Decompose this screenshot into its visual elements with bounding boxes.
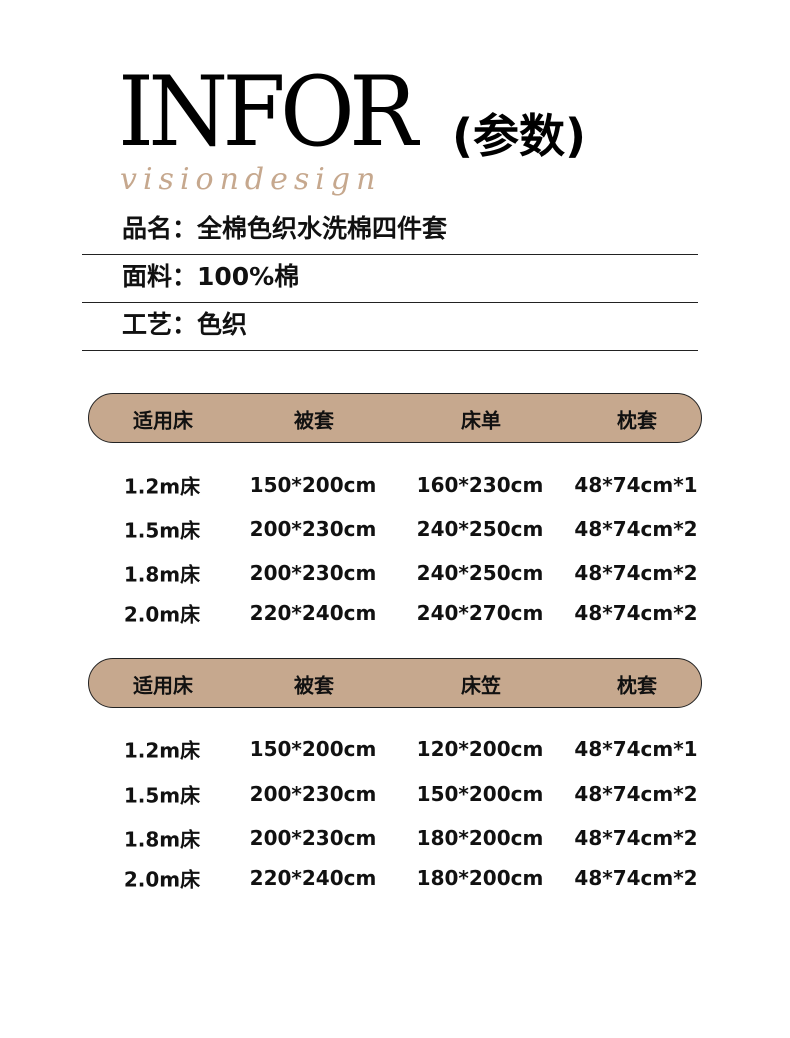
table-cell: 200*230cm: [249, 561, 377, 585]
table-cell: 240*250cm: [416, 517, 544, 541]
table-cell: 48*74cm*2: [574, 601, 698, 625]
table-cell: 1.5m床: [123, 783, 201, 808]
header-cell: 适用床: [133, 673, 193, 698]
table-cell: 120*200cm: [416, 737, 544, 761]
table-cell: 48*74cm*2: [574, 826, 698, 850]
title-cn: (参数): [452, 109, 587, 163]
table-cell: 2.0m床: [123, 867, 201, 892]
table-cell: 240*250cm: [416, 561, 544, 585]
table-cell: 220*240cm: [249, 601, 377, 625]
table-cell: 1.2m床: [123, 738, 201, 763]
info-material: 面料：100%棉: [82, 254, 698, 303]
table-cell: 200*230cm: [249, 782, 377, 806]
table-cell: 48*74cm*2: [574, 517, 698, 541]
table-cell: 2.0m床: [123, 602, 201, 627]
table-cell: 160*230cm: [416, 473, 544, 497]
table-cell: 1.8m床: [123, 562, 201, 587]
table-header: 适用床 被套 床笠 枕套: [88, 658, 702, 708]
header-cell: 床笠: [461, 673, 501, 698]
header-cell: 被套: [294, 673, 334, 698]
table-cell: 240*270cm: [416, 601, 544, 625]
info-name: 品名：全棉色织水洗棉四件套: [82, 206, 698, 255]
header-cell: 枕套: [617, 408, 657, 433]
table-cell: 180*200cm: [416, 826, 544, 850]
table-cell: 200*230cm: [249, 826, 377, 850]
header-cell: 枕套: [617, 673, 657, 698]
header-cell: 适用床: [133, 408, 193, 433]
table-cell: 1.5m床: [123, 518, 201, 543]
header-cell: 床单: [461, 408, 501, 433]
table-cell: 180*200cm: [416, 866, 544, 890]
info-craft: 工艺：色织: [82, 302, 698, 351]
table-cell: 150*200cm: [249, 473, 377, 497]
table-cell: 48*74cm*2: [574, 782, 698, 806]
table-cell: 1.2m床: [123, 474, 201, 499]
header-cell: 被套: [294, 408, 334, 433]
table-cell: 200*230cm: [249, 517, 377, 541]
table-cell: 150*200cm: [249, 737, 377, 761]
table-cell: 150*200cm: [416, 782, 544, 806]
table-cell: 48*74cm*2: [574, 561, 698, 585]
table-header: 适用床 被套 床单 枕套: [88, 393, 702, 443]
table-cell: 48*74cm*1: [574, 737, 698, 761]
table-cell: 48*74cm*2: [574, 866, 698, 890]
script-logo: visiondesign: [120, 162, 382, 197]
table-cell: 220*240cm: [249, 866, 377, 890]
table-cell: 1.8m床: [123, 827, 201, 852]
table-cell: 48*74cm*1: [574, 473, 698, 497]
title-en: INFOR: [118, 56, 418, 168]
